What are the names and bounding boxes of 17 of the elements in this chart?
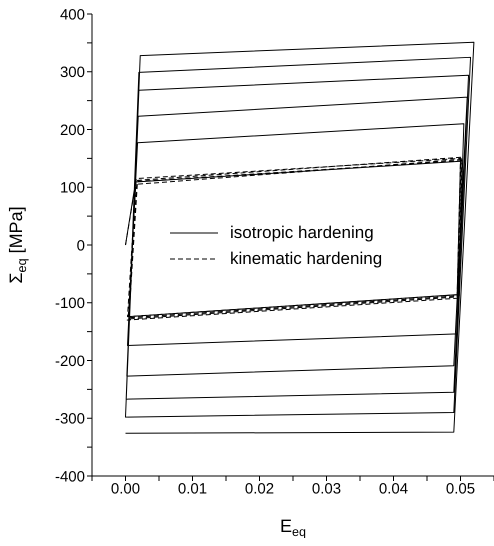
x-tick-label: 0.03: [312, 480, 342, 498]
y-tick-label: 100: [60, 180, 85, 197]
x-tick-label: 0.02: [244, 480, 274, 498]
x-tick-label: 0.04: [378, 480, 408, 498]
y-tick-label: 0: [76, 237, 85, 254]
y-tick-label: 200: [60, 122, 85, 139]
legend-label: kinematic hardening: [230, 249, 382, 269]
y-tick-label: 300: [60, 64, 85, 82]
x-tick-label: 0.00: [110, 480, 140, 498]
x-tick-label: 0.01: [178, 480, 208, 498]
legend-label: isotropic hardening: [230, 223, 374, 243]
x-tick-label: 0.05: [446, 480, 476, 498]
y-tick-label: -300: [54, 410, 85, 428]
y-tick-label: -100: [54, 295, 85, 312]
y-tick-label: -400: [54, 468, 85, 486]
y-tick-label: 400: [60, 6, 85, 24]
y-tick-label: -200: [54, 352, 85, 370]
